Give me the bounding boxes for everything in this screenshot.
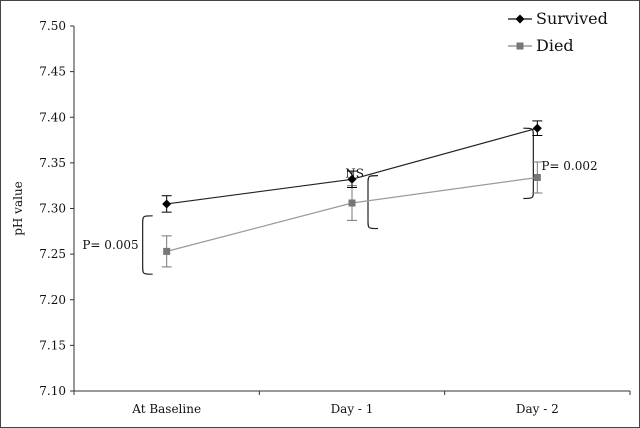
y-tick-label: 7.35 — [39, 156, 66, 170]
data-point-died — [163, 247, 171, 255]
series-layer — [161, 120, 543, 268]
x-tick-label: At Baseline — [131, 402, 201, 416]
y-tick-label: 7.15 — [39, 338, 66, 352]
significance-bracket — [142, 215, 153, 275]
legend-label-died: Died — [536, 36, 574, 55]
data-point-survived — [347, 174, 357, 184]
y-axis-title: pH value — [11, 181, 25, 236]
y-tick-label: 7.40 — [39, 110, 66, 124]
axes: 7.10 7.15 7.20 7.25 7.30 7.35 7.40 7.45 7.50 At B… — [11, 19, 631, 416]
legend-marker-survived — [515, 14, 525, 24]
y-tick-label: 7.10 — [39, 384, 66, 398]
data-point-died — [533, 173, 541, 181]
significance-label: P= 0.005 — [82, 238, 138, 252]
x-tick-label: Day - 2 — [516, 402, 559, 416]
y-tick-label: 7.20 — [39, 293, 66, 307]
data-point-survived — [532, 123, 542, 133]
significance-label: P= 0.002 — [541, 159, 597, 173]
y-tick-label: 7.50 — [39, 19, 66, 33]
data-point-survived — [162, 199, 172, 209]
significance-bracket — [367, 175, 379, 230]
y-tick-label: 7.25 — [39, 247, 66, 261]
y-tick-label: 7.30 — [39, 202, 66, 216]
significance-bracket — [523, 127, 534, 200]
x-tick-label: Day - 1 — [331, 402, 374, 416]
legend-marker-died — [516, 42, 524, 50]
y-tick-label: 7.45 — [39, 65, 66, 79]
series-survived — [161, 120, 543, 213]
series-died — [161, 161, 543, 268]
legend: Survived Died — [508, 9, 608, 55]
data-point-died — [348, 199, 356, 207]
legend-label-survived: Survived — [536, 9, 608, 28]
